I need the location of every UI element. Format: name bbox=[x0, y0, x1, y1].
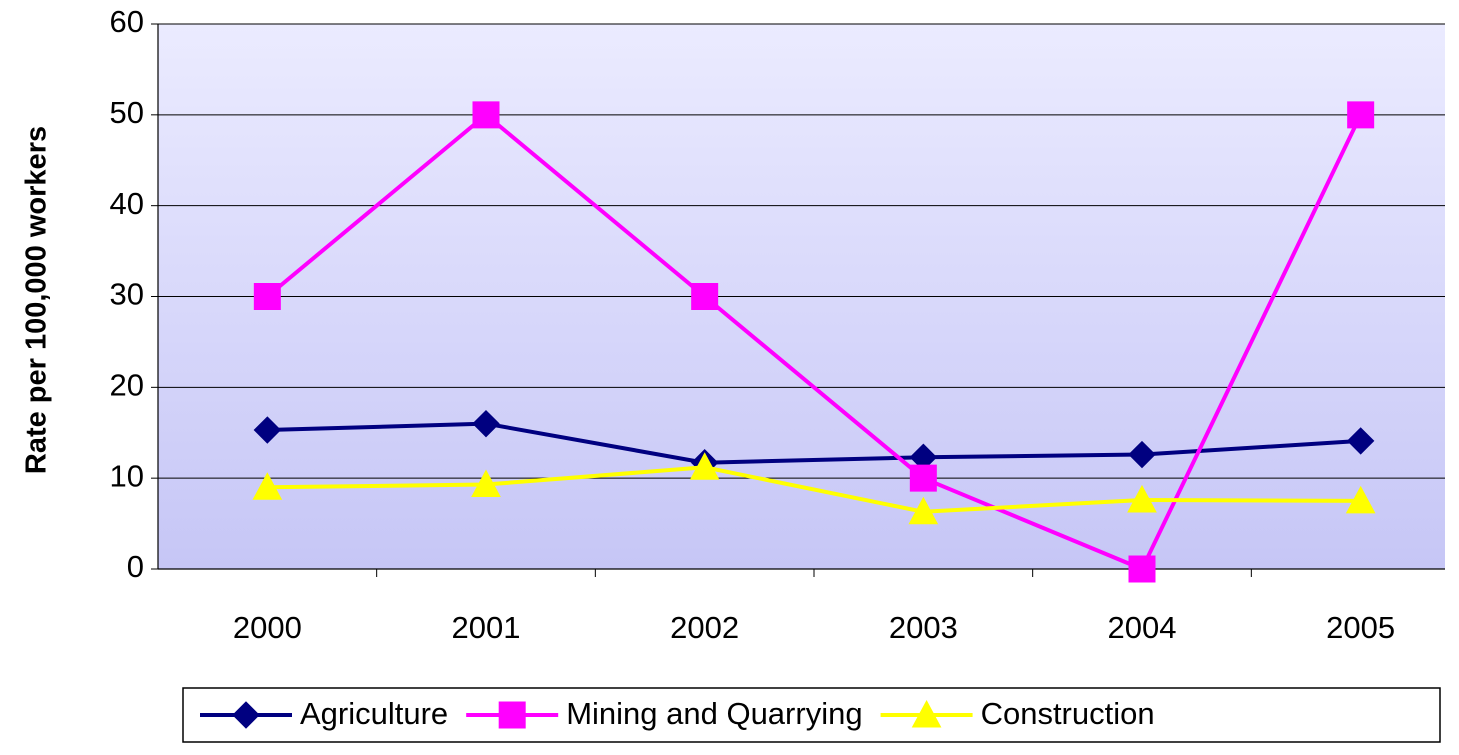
y-axis-label: Rate per 100,000 workers bbox=[21, 126, 53, 474]
point bbox=[1346, 427, 1375, 455]
x-tick-label: 2000 bbox=[233, 610, 302, 645]
y-tick-label: 0 bbox=[127, 549, 144, 584]
point bbox=[253, 283, 281, 310]
point bbox=[1128, 555, 1156, 583]
legend-label: Mining and Quarrying bbox=[566, 696, 862, 731]
y-tick-label: 10 bbox=[110, 458, 144, 493]
point bbox=[253, 416, 282, 444]
x-tick-label: 2004 bbox=[1108, 610, 1177, 645]
x-tick-label: 2005 bbox=[1326, 610, 1395, 645]
point bbox=[691, 283, 719, 310]
legend-marker bbox=[498, 701, 526, 729]
line bbox=[267, 421, 1361, 465]
point bbox=[908, 496, 939, 525]
point bbox=[252, 472, 283, 500]
point bbox=[1345, 485, 1376, 514]
x-tick-label: 2002 bbox=[670, 610, 739, 645]
legend bbox=[182, 687, 1441, 743]
legend-marker bbox=[911, 699, 942, 728]
point bbox=[1347, 101, 1375, 129]
x-tick-label: 2001 bbox=[452, 610, 521, 645]
y-tick-label: 20 bbox=[110, 368, 144, 403]
point bbox=[472, 101, 500, 129]
point bbox=[1128, 440, 1156, 469]
y-tick-label: 50 bbox=[110, 95, 144, 130]
legend-label: Construction bbox=[981, 696, 1155, 731]
point bbox=[909, 464, 937, 492]
point bbox=[472, 409, 500, 438]
line bbox=[267, 465, 1361, 514]
y-tick-label: 60 bbox=[110, 4, 144, 39]
point bbox=[471, 469, 501, 498]
y-tick-label: 30 bbox=[110, 277, 144, 312]
line bbox=[266, 112, 1363, 572]
x-tick-label: 2003 bbox=[889, 610, 958, 645]
y-tick-label: 40 bbox=[110, 186, 144, 221]
legend-label: Agriculture bbox=[300, 696, 448, 731]
legend-marker bbox=[232, 701, 260, 729]
point bbox=[1127, 484, 1157, 513]
point bbox=[689, 452, 720, 480]
